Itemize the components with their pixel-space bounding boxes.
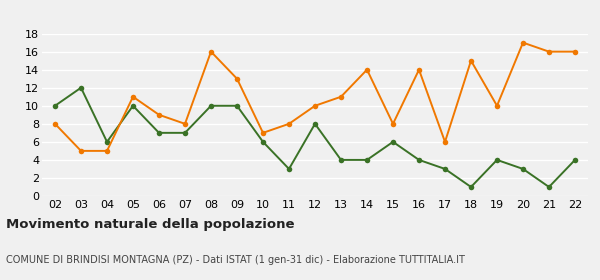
Text: COMUNE DI BRINDISI MONTAGNA (PZ) - Dati ISTAT (1 gen-31 dic) - Elaborazione TUTT: COMUNE DI BRINDISI MONTAGNA (PZ) - Dati … [6, 255, 465, 265]
Text: Movimento naturale della popolazione: Movimento naturale della popolazione [6, 218, 295, 231]
Legend: Nascite, Decessi: Nascite, Decessi [244, 0, 386, 1]
